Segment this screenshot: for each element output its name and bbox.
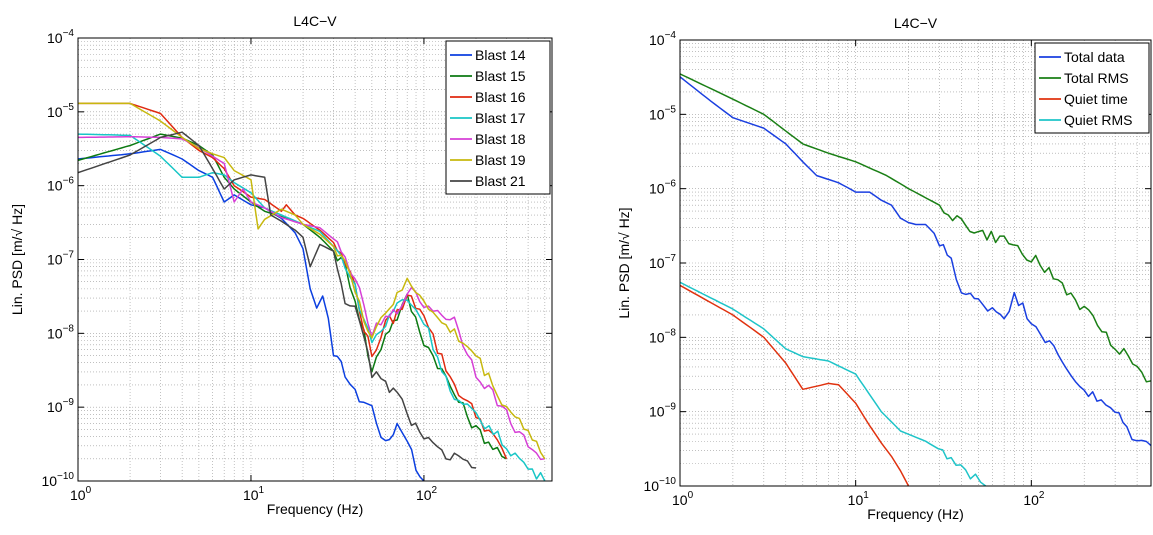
chart-title: L4C−V	[894, 15, 938, 31]
y-tick-label: 10−7	[47, 250, 74, 268]
y-tick-label: 10−4	[649, 30, 676, 48]
y-tick-label: 10−6	[649, 179, 676, 197]
x-tick-label: 100	[70, 485, 92, 503]
series-line-total-data	[680, 76, 1151, 447]
series-line-blast-16	[78, 102, 508, 460]
series-line-blast-18	[78, 135, 545, 461]
y-tick-label: 10−9	[47, 397, 74, 415]
y-axis-label: Lin. PSD [m/√ Hz]	[9, 204, 25, 315]
series-line-quiet-time	[680, 284, 910, 486]
legend-entry: Blast 15	[475, 68, 526, 84]
y-tick-label: 10−5	[649, 104, 676, 122]
series-line-total-rms	[680, 73, 1151, 383]
legend: Total data Total RMS Quiet time Quiet RMS	[1034, 42, 1150, 134]
y-tick-label: 10−6	[47, 176, 74, 194]
legend-entry: Blast 14	[475, 47, 526, 63]
legend-entry: Blast 18	[475, 131, 526, 147]
series-line-quiet-rms	[680, 281, 987, 486]
y-tick-label: 10−7	[649, 253, 676, 271]
legend-entry: Quiet time	[1064, 91, 1128, 107]
series-line-blast-21	[78, 131, 477, 469]
legend-entry: Blast 16	[475, 89, 526, 105]
x-tick-label: 100	[672, 490, 694, 508]
legend-entry: Blast 21	[475, 173, 526, 189]
x-tick-label: 101	[243, 485, 265, 503]
y-axis-label: Lin. PSD [m/√ Hz]	[616, 207, 632, 318]
y-tick-label: 10−8	[649, 327, 676, 345]
series-group	[78, 102, 546, 481]
y-tick-label: 10−5	[47, 102, 74, 120]
x-tick-label: 102	[1023, 490, 1045, 508]
left-chart: 100 101 10210−410−510−610−710−810−910−10L4…	[9, 13, 553, 517]
legend: Blast 14 Blast 15 Blast 16 Blast 17 Blast 18…	[445, 40, 551, 195]
y-tick-label: 10−8	[47, 323, 74, 341]
legend-entry: Total data	[1064, 49, 1125, 65]
legend-entry: Quiet RMS	[1064, 112, 1132, 128]
chart-title: L4C−V	[293, 13, 337, 29]
series-line-blast-17	[78, 133, 546, 481]
x-axis-label: Frequency (Hz)	[867, 506, 963, 522]
series-line-blast-19	[78, 102, 546, 460]
x-tick-label: 101	[848, 490, 870, 508]
x-tick-label: 102	[416, 485, 438, 503]
grid	[679, 39, 1151, 487]
legend-entry: Blast 19	[475, 152, 526, 168]
legend-entry: Total RMS	[1064, 70, 1129, 86]
right-chart: 100 101 10210−410−510−610−710−810−910−10L4…	[616, 15, 1152, 522]
series-group	[680, 73, 1151, 486]
y-tick-label: 10−9	[649, 402, 676, 420]
y-tick-label: 10−4	[47, 28, 74, 46]
legend-entry: Blast 17	[475, 110, 526, 126]
x-axis-label: Frequency (Hz)	[267, 501, 363, 517]
